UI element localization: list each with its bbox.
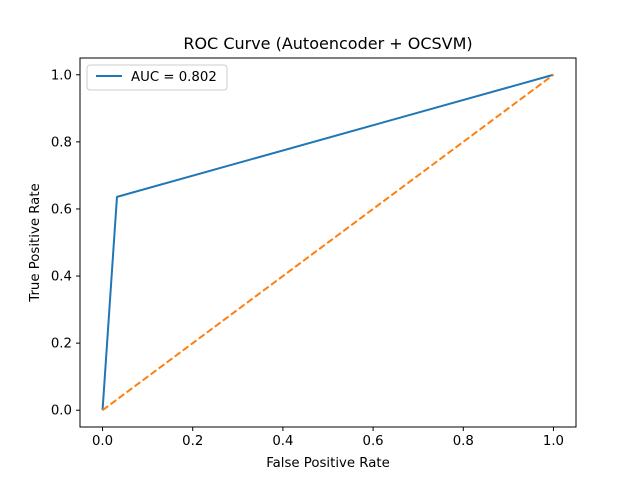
y-tick-label: 0.6 [51,202,72,217]
x-tick-label: 0.4 [272,434,293,449]
plot-area-frame [79,57,577,428]
y-axis-label: True Positive Rate [28,183,43,302]
y-tick-label: 0.4 [51,270,72,285]
roc-curve-line [101,73,554,411]
ticks-layer: 0.0 0.2 0.4 0.6 0.8 1.0 0.0 0.2 0.4 0.6 0.8 1.0 [51,68,564,449]
legend-label: AUC = 0.802 [131,70,217,85]
x-tick-label: 0.8 [453,434,474,449]
legend-box [86,64,228,91]
x-tick-label: 0.6 [363,434,384,449]
x-tick-label: 0.0 [92,434,113,449]
y-tick-label: 1.0 [51,68,72,83]
y-tick-label: 0.2 [51,337,72,352]
y-tick-label: 0.0 [51,404,72,419]
chart-title: ROC Curve (Autoencoder + OCSVM) [183,34,472,53]
x-tick-label: 1.0 [543,434,564,449]
x-tick-label: 0.2 [182,434,203,449]
series-layer [101,73,555,412]
chance-diagonal-line [101,73,555,412]
x-axis-label: False Positive Rate [266,456,390,471]
legend: AUC = 0.802 [86,64,228,91]
y-tick-label: 0.8 [51,135,72,150]
